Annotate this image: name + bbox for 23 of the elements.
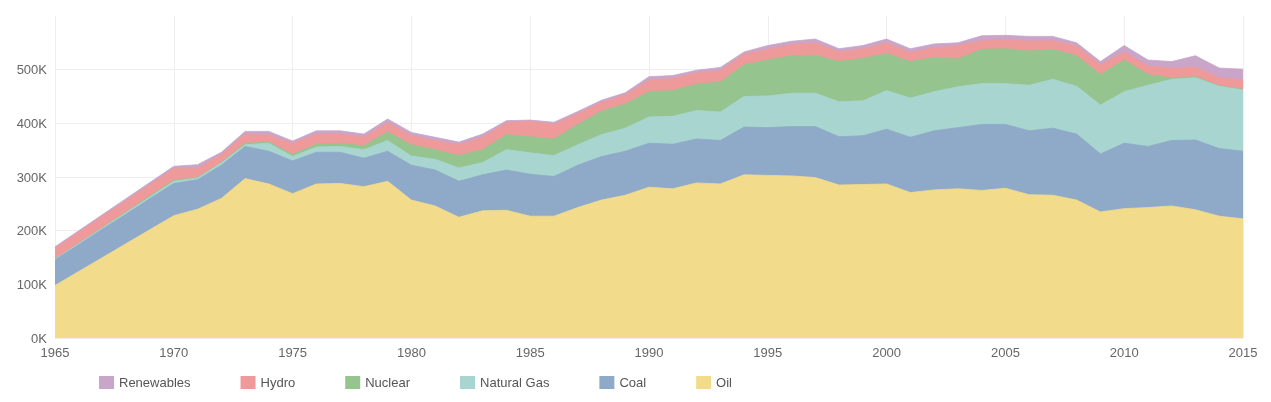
legend-label: Renewables: [119, 375, 192, 390]
legend-label: Oil: [716, 375, 733, 390]
legend-label: Coal: [619, 375, 647, 390]
x-tick-label: 2010: [1109, 345, 1139, 360]
y-tick-label: 200K: [16, 223, 48, 239]
x-tick-label: 1975: [278, 345, 308, 360]
x-tick-label: 1980: [396, 345, 426, 360]
x-tick-label: 1965: [40, 345, 70, 360]
x-tick-label: 1995: [753, 345, 783, 360]
y-tick-label: 400K: [16, 115, 48, 131]
legend-label: Hydro: [260, 375, 296, 390]
x-tick-label: 1985: [515, 345, 545, 360]
x-tick-label: 1970: [159, 345, 189, 360]
y-tick-label: 0K: [31, 330, 48, 346]
y-tick-label: 300K: [16, 169, 48, 185]
x-tick-label: 1990: [634, 345, 664, 360]
legend-label: Nuclear: [365, 375, 411, 390]
y-tick-label: 500K: [16, 62, 48, 78]
x-tick-label: 2015: [1228, 345, 1258, 360]
x-tick-label: 2000: [872, 345, 902, 360]
legend-label: Natural Gas: [480, 375, 550, 390]
y-tick-label: 100K: [16, 276, 48, 292]
x-tick-label: 2005: [990, 345, 1020, 360]
